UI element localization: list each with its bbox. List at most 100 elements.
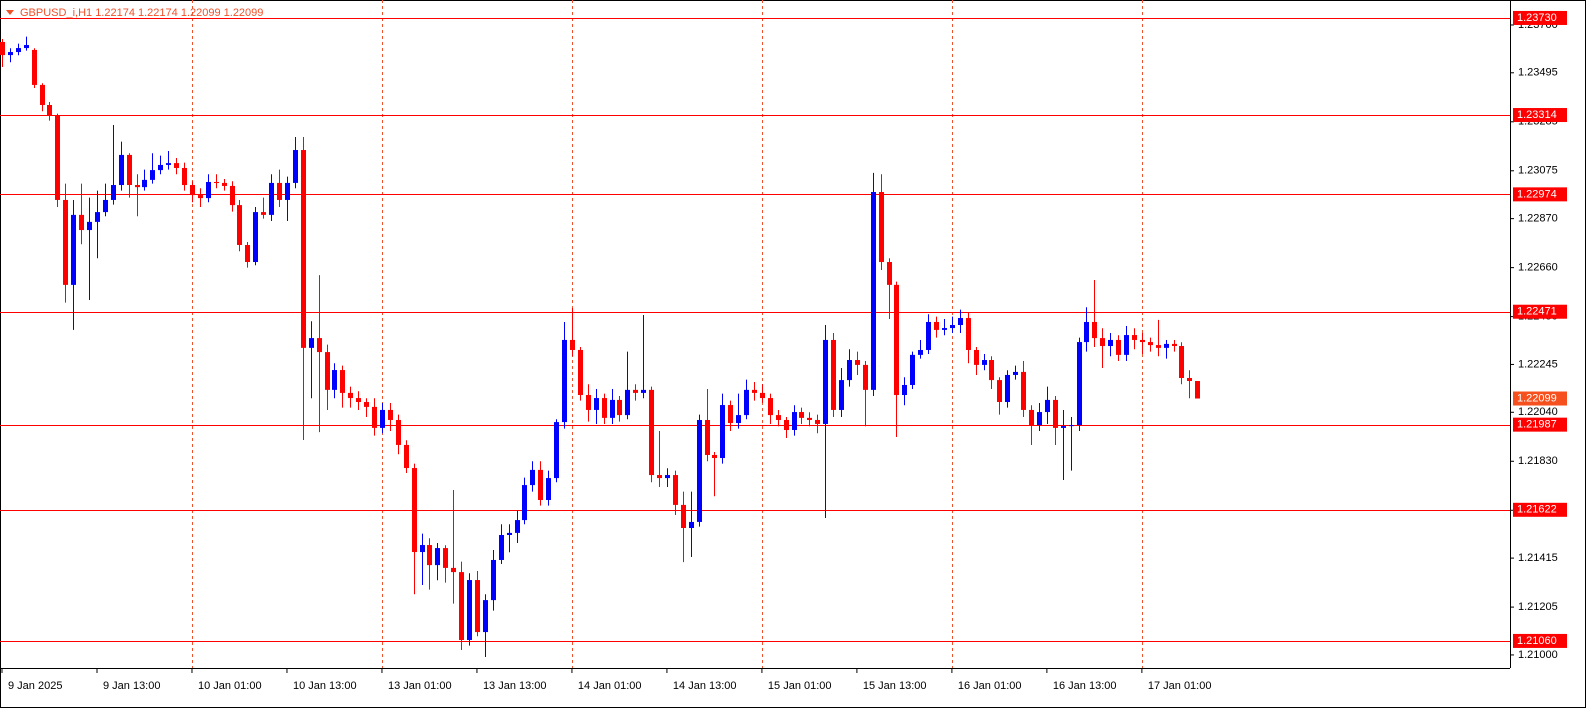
y-tick-label: 1.22245 [1518, 358, 1558, 370]
candle-body [230, 185, 235, 206]
candle-body [958, 318, 963, 326]
candle-body [902, 384, 907, 396]
candle-body [918, 349, 923, 355]
y-tick-label: 1.21000 [1518, 649, 1558, 661]
price-tag-label: 1.22099 [1517, 392, 1557, 404]
candle-body [309, 338, 314, 348]
candle-body [435, 548, 440, 566]
candle-body [950, 325, 955, 329]
candle-body [55, 115, 60, 200]
candle-body [610, 399, 615, 418]
candle-body [261, 212, 266, 215]
candle-body [1116, 339, 1121, 355]
y-tick-label: 1.22660 [1518, 262, 1558, 274]
candle-body [760, 392, 765, 399]
candle-body [198, 195, 203, 199]
candle-body [135, 185, 140, 188]
x-tick-label: 14 Jan 13:00 [673, 680, 737, 692]
candle-body [974, 349, 979, 365]
level-tag [1513, 187, 1567, 202]
candle-body [491, 559, 496, 601]
candle-body [792, 412, 797, 431]
price-tag [1513, 391, 1567, 406]
candle-body [332, 370, 337, 390]
candle-body [1069, 425, 1074, 427]
candle-body [71, 214, 76, 285]
candle-body [16, 48, 21, 53]
candle-body [253, 212, 258, 263]
candle-body [720, 405, 725, 459]
y-tick-label: 1.21415 [1518, 552, 1558, 564]
candle-body [182, 167, 187, 186]
candle-body [554, 422, 559, 479]
candle-body [277, 182, 282, 200]
candle-body [1045, 399, 1050, 413]
candle-body [1077, 342, 1082, 426]
candle-body [427, 545, 432, 566]
candle-body [855, 360, 860, 365]
x-tick-label: 14 Jan 01:00 [578, 680, 642, 692]
candle-body [894, 284, 899, 396]
candle-body [285, 182, 290, 200]
candle-body [348, 392, 353, 399]
candle-body [799, 412, 804, 418]
candle-body [641, 389, 646, 393]
candle-body [420, 545, 425, 553]
candle-body [325, 352, 330, 390]
x-tick-label: 15 Jan 13:00 [863, 680, 927, 692]
candle-body [1092, 321, 1097, 339]
candle-body [95, 212, 100, 222]
candle-body [752, 389, 757, 393]
x-tick-label: 9 Jan 13:00 [103, 680, 161, 692]
candle-body [32, 49, 37, 85]
candle-body [926, 321, 931, 350]
candle-body [546, 478, 551, 501]
candle-body [705, 419, 710, 455]
candle-body [712, 454, 717, 459]
candle-body [989, 360, 994, 381]
x-tick-label: 10 Jan 13:00 [293, 680, 357, 692]
candle-body [8, 52, 13, 56]
x-tick-label: 10 Jan 01:00 [198, 680, 262, 692]
candle-body [1148, 342, 1153, 346]
candle-body [515, 520, 520, 533]
candle-body [364, 402, 369, 407]
candle-body [79, 214, 84, 231]
level-tag [1513, 417, 1567, 432]
candle-body [1156, 345, 1161, 348]
candle-body [467, 580, 472, 641]
candle-body [1164, 343, 1169, 348]
candle-body [499, 535, 504, 560]
candle-body [158, 164, 163, 171]
level-tag [1513, 502, 1567, 517]
candle-body [1172, 343, 1177, 347]
candle-body [174, 163, 179, 168]
candle-body [697, 419, 702, 522]
candle-body [166, 163, 171, 165]
candle-body [617, 399, 622, 416]
candle-body [657, 475, 662, 479]
candle-body [47, 104, 52, 116]
candle-body [340, 370, 345, 393]
candle-body [1029, 409, 1034, 426]
candle-body [214, 181, 219, 183]
candle-body [594, 398, 599, 410]
x-tick-label: 13 Jan 01:00 [388, 680, 452, 692]
candle-body [1037, 412, 1042, 426]
x-tick-label: 16 Jan 01:00 [958, 680, 1022, 692]
candle-body [1187, 377, 1192, 382]
candle-body [942, 328, 947, 330]
candle-body [301, 150, 306, 348]
candle-body [863, 364, 868, 390]
title-arrow [6, 10, 14, 15]
x-tick-label: 9 Jan 2025 [8, 680, 62, 692]
candle-body [871, 192, 876, 390]
y-tick-label: 1.23495 [1518, 67, 1558, 79]
candle-body [1132, 335, 1137, 340]
candle-body [507, 532, 512, 536]
level-tag-label: 1.22471 [1517, 306, 1557, 318]
candle-body [633, 389, 638, 393]
candle-body [206, 181, 211, 199]
y-tick-label: 1.22870 [1518, 213, 1558, 225]
candle-body [245, 244, 250, 263]
